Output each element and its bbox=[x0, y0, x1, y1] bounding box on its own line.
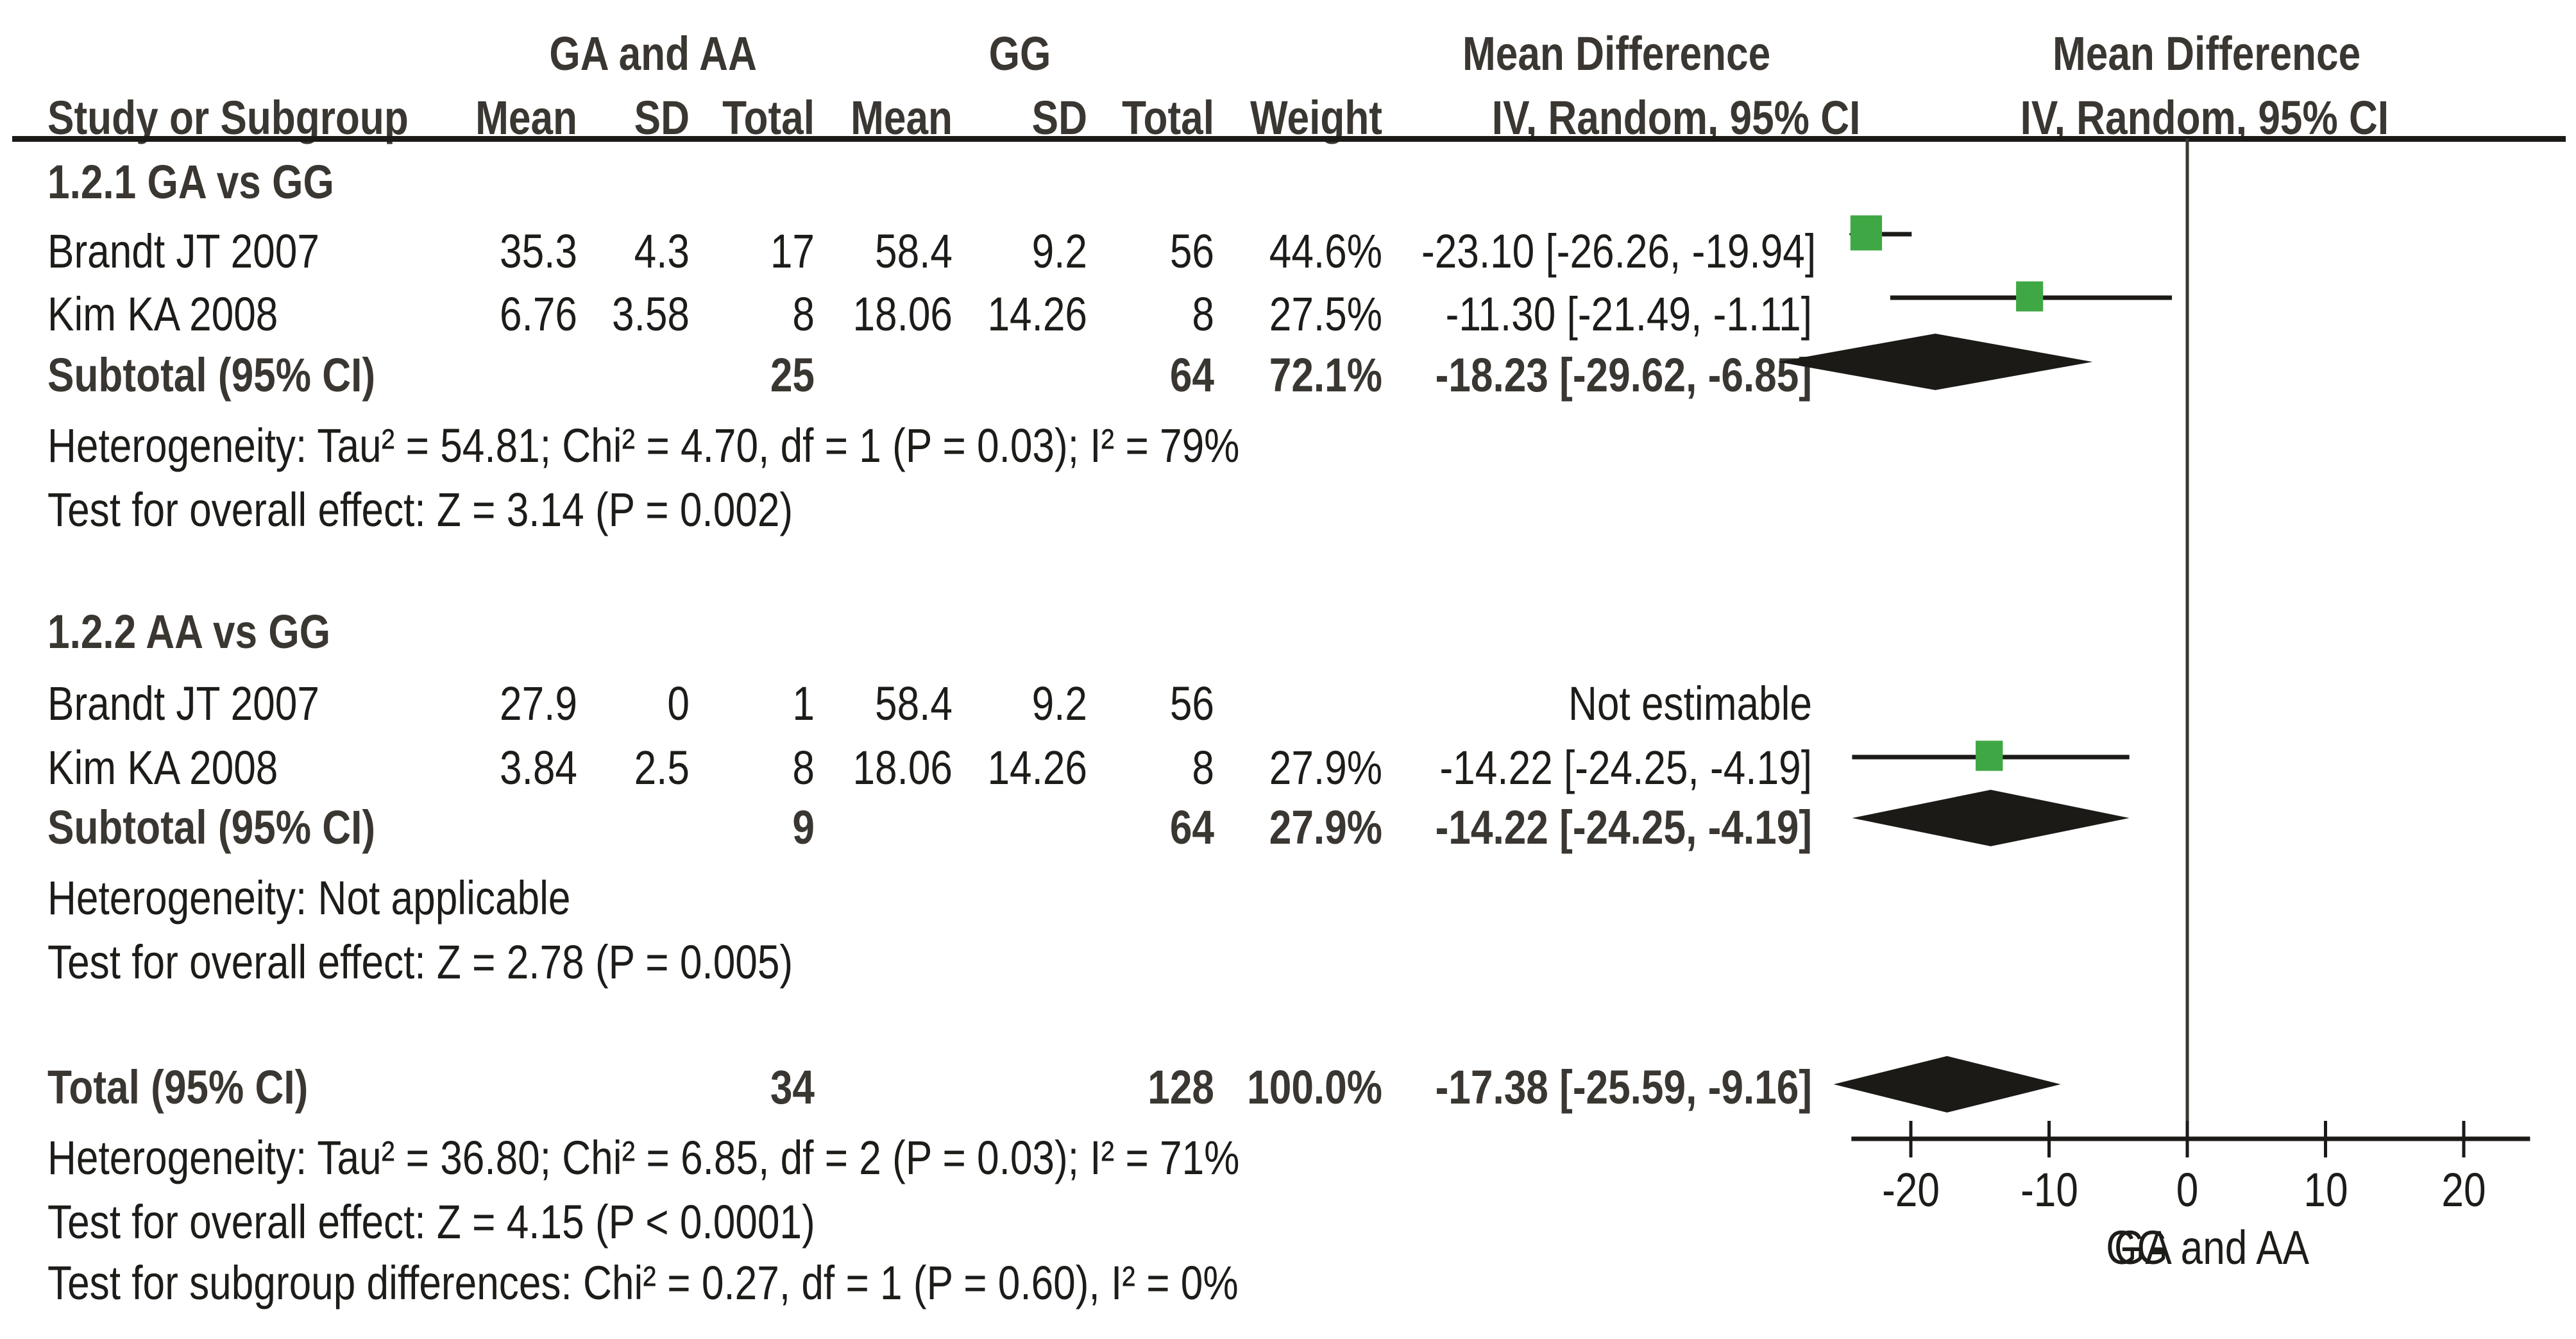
cell-sd1: 0 bbox=[667, 677, 690, 730]
summary-diamond bbox=[1833, 1056, 2061, 1113]
statistics-note: Heterogeneity: Tau² = 54.81; Chi² = 4.70… bbox=[47, 419, 1240, 472]
subtotal-label: Subtotal (95% CI) bbox=[47, 801, 376, 854]
cell-sd1: 4.3 bbox=[634, 225, 690, 278]
summary-diamond bbox=[1852, 790, 2130, 846]
cell-total1: 17 bbox=[770, 225, 815, 278]
x-axis-tick-label: 0 bbox=[2176, 1163, 2199, 1216]
total-label: Total (95% CI) bbox=[47, 1061, 309, 1114]
cell-total2: 8 bbox=[1192, 287, 1214, 341]
column-header-weight: Weight bbox=[1250, 91, 1382, 144]
subgroup-label: 1.2.1 GA vs GG bbox=[47, 155, 334, 209]
cell-weight: 44.6% bbox=[1269, 225, 1382, 278]
cell-total2: 128 bbox=[1148, 1061, 1214, 1114]
study-weight-marker bbox=[2016, 281, 2044, 312]
cell-weight: 72.1% bbox=[1269, 348, 1382, 402]
x-axis-tick-label: -20 bbox=[1882, 1163, 1940, 1216]
cell-effect: -14.22 [-24.25, -4.19] bbox=[1439, 741, 1812, 794]
cell-effect: -23.10 [-26.26, -19.94] bbox=[1421, 225, 1817, 278]
cell-mean1: 3.84 bbox=[500, 741, 577, 794]
statistics-note: Test for overall effect: Z = 2.78 (P = 0… bbox=[47, 935, 793, 989]
study-label: Brandt JT 2007 bbox=[47, 225, 319, 278]
subgroup-label: 1.2.2 AA vs GG bbox=[47, 605, 331, 658]
cell-sd2: 9.2 bbox=[1031, 677, 1087, 730]
cell-mean2: 58.4 bbox=[875, 677, 953, 730]
column-header-effect: IV, Random, 95% CI bbox=[1491, 91, 1861, 144]
x-axis-tick-label: 20 bbox=[2441, 1163, 2486, 1216]
x-axis-tick-label: -10 bbox=[2020, 1163, 2078, 1216]
cell-total1: 8 bbox=[792, 287, 815, 341]
effect-column-title: Mean Difference bbox=[1462, 27, 1771, 80]
cell-total1: 34 bbox=[770, 1061, 815, 1114]
plot-column-title: Mean Difference bbox=[2053, 27, 2361, 80]
cell-sd2: 14.26 bbox=[987, 287, 1087, 341]
cell-sd1: 3.58 bbox=[612, 287, 690, 341]
column-header-total2: Total bbox=[1122, 91, 1214, 144]
cell-effect: -18.23 [-29.62, -6.85] bbox=[1435, 348, 1812, 402]
study-weight-marker bbox=[1850, 215, 1883, 251]
cell-mean1: 35.3 bbox=[500, 225, 577, 278]
cell-mean1: 6.76 bbox=[500, 287, 577, 341]
header-rule bbox=[12, 136, 2566, 142]
study-label: Kim KA 2008 bbox=[47, 741, 278, 794]
x-axis-label-right: GA and AA bbox=[2114, 1221, 2310, 1274]
cell-sd2: 9.2 bbox=[1031, 225, 1087, 278]
column-header-mean2: Mean bbox=[851, 91, 953, 144]
cell-total1: 9 bbox=[792, 801, 815, 854]
study-weight-marker bbox=[1976, 740, 2003, 771]
group2-title: GG bbox=[988, 27, 1051, 80]
x-axis-label-left: GG bbox=[2106, 1221, 2168, 1274]
subtotal-label: Subtotal (95% CI) bbox=[47, 348, 376, 402]
cell-weight: 27.9% bbox=[1269, 801, 1382, 854]
cell-total2: 56 bbox=[1169, 677, 1214, 730]
statistics-note: Test for overall effect: Z = 4.15 (P < 0… bbox=[47, 1195, 815, 1249]
cell-effect: -17.38 [-25.59, -9.16] bbox=[1435, 1061, 1812, 1114]
cell-effect: -11.30 [-21.49, -1.11] bbox=[1445, 287, 1812, 341]
cell-total2: 56 bbox=[1169, 225, 1214, 278]
cell-effect: Not estimable bbox=[1568, 677, 1812, 730]
cell-mean2: 18.06 bbox=[852, 287, 953, 341]
statistics-note: Test for subgroup differences: Chi² = 0.… bbox=[47, 1256, 1239, 1309]
cell-weight: 27.9% bbox=[1269, 741, 1382, 794]
statistics-note: Test for overall effect: Z = 3.14 (P = 0… bbox=[47, 483, 793, 536]
column-header-study: Study or Subgroup bbox=[47, 91, 409, 144]
cell-mean1: 27.9 bbox=[500, 677, 577, 730]
cell-sd2: 14.26 bbox=[987, 741, 1087, 794]
study-label: Kim KA 2008 bbox=[47, 287, 278, 341]
cell-weight: 100.0% bbox=[1247, 1061, 1382, 1114]
x-axis-tick-label: 10 bbox=[2303, 1163, 2348, 1216]
column-header-mean1: Mean bbox=[475, 91, 577, 144]
summary-diamond bbox=[1777, 334, 2093, 390]
column-header-total1: Total bbox=[722, 91, 815, 144]
statistics-note: Heterogeneity: Tau² = 36.80; Chi² = 6.85… bbox=[47, 1131, 1240, 1184]
column-header-sd2: SD bbox=[1031, 91, 1087, 144]
group1-title: GA and AA bbox=[549, 27, 757, 80]
cell-total1: 25 bbox=[770, 348, 815, 402]
cell-mean2: 58.4 bbox=[875, 225, 953, 278]
cell-weight: 27.5% bbox=[1269, 287, 1382, 341]
column-header-plot: IV, Random, 95% CI bbox=[2020, 91, 2389, 144]
cell-total1: 8 bbox=[792, 741, 815, 794]
column-header-sd1: SD bbox=[634, 91, 690, 144]
cell-effect: -14.22 [-24.25, -4.19] bbox=[1435, 801, 1812, 854]
cell-total2: 64 bbox=[1169, 348, 1214, 402]
cell-sd1: 2.5 bbox=[634, 741, 690, 794]
cell-total1: 1 bbox=[792, 677, 815, 730]
cell-total2: 64 bbox=[1169, 801, 1214, 854]
cell-total2: 8 bbox=[1192, 741, 1214, 794]
study-label: Brandt JT 2007 bbox=[47, 677, 319, 730]
statistics-note: Heterogeneity: Not applicable bbox=[47, 871, 571, 925]
cell-mean2: 18.06 bbox=[852, 741, 953, 794]
